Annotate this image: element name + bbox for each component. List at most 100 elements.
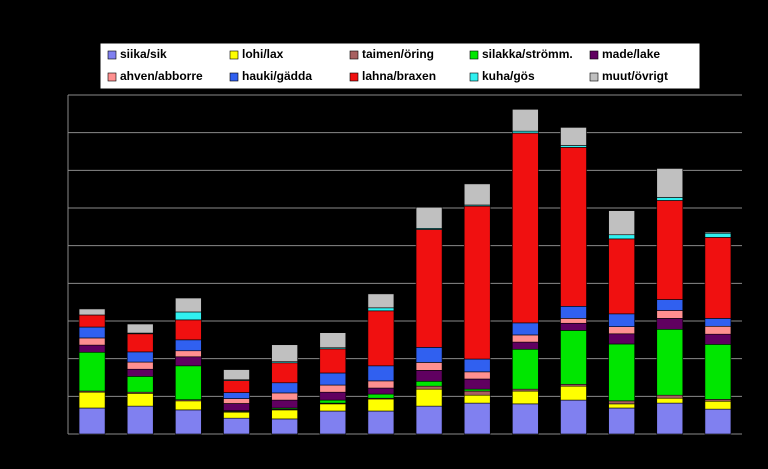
- bar-segment: [512, 334, 539, 343]
- bar-segment: [271, 392, 298, 401]
- bar-segment: [463, 183, 491, 206]
- bar-segment: [175, 297, 202, 313]
- legend-swatch: [107, 50, 117, 60]
- bar-segment: [78, 391, 106, 409]
- bar-segment: [126, 393, 154, 407]
- bar-segment: [415, 347, 443, 363]
- bar-segment: [512, 132, 539, 324]
- legend-label: muut/övrigt: [602, 69, 668, 83]
- bar-segment: [319, 403, 347, 412]
- bar-segment: [175, 339, 202, 352]
- legend-label: lahna/braxen: [362, 69, 436, 83]
- bar-segment: [560, 306, 587, 319]
- legend-label: lohi/lax: [242, 47, 284, 61]
- bar-segment: [608, 238, 635, 315]
- bar-segment: [512, 390, 539, 405]
- bar-segment: [463, 205, 491, 360]
- bar-segment: [704, 408, 732, 435]
- bar-segment: [704, 237, 732, 319]
- bar-segment: [656, 197, 684, 201]
- bar-segment: [319, 332, 347, 349]
- bar-segment: [175, 311, 202, 321]
- bar-segment: [271, 418, 298, 435]
- bar-segment: [367, 387, 395, 395]
- bar-segment: [367, 310, 395, 367]
- bar-segment: [78, 351, 106, 392]
- bar-segment: [415, 229, 443, 348]
- bar-segment: [560, 147, 587, 307]
- bar-segment: [271, 382, 298, 394]
- bar-segment: [367, 293, 395, 309]
- bar-segment: [608, 234, 635, 240]
- bar-segment: [415, 370, 443, 382]
- bar-segment: [512, 348, 539, 390]
- bar-segment: [608, 326, 635, 335]
- bar-segment: [126, 323, 154, 334]
- bar-segment: [560, 318, 587, 324]
- bar-segment: [704, 232, 732, 238]
- bar-segment: [560, 127, 587, 146]
- bar-segment: [560, 399, 587, 435]
- bar-segment: [126, 376, 154, 393]
- bar-segment: [608, 343, 635, 402]
- bar-segment: [656, 318, 684, 330]
- bar-segment: [367, 380, 395, 389]
- bar-segment: [319, 372, 347, 386]
- legend-label: kuha/gös: [482, 69, 535, 83]
- bar-segment: [704, 333, 732, 345]
- bar-segment: [319, 384, 347, 393]
- bar-segment: [704, 344, 732, 400]
- bar-segment: [704, 400, 732, 410]
- bar-segment: [608, 400, 635, 405]
- bar-segment: [512, 341, 539, 350]
- bar-segment: [560, 385, 587, 401]
- bar-segment: [319, 399, 347, 404]
- bar-segment: [78, 337, 106, 346]
- bar-segment: [656, 310, 684, 319]
- bar-segment: [463, 402, 491, 435]
- bar-segment: [78, 344, 106, 353]
- bar-segment: [512, 403, 539, 435]
- legend-label: hauki/gädda: [242, 69, 312, 83]
- bar-segment: [367, 393, 395, 399]
- bar-segment: [367, 365, 395, 382]
- bar-segment: [704, 318, 732, 327]
- bar-segment: [223, 392, 250, 399]
- bar-segment: [656, 200, 684, 300]
- bar-segment: [608, 407, 635, 435]
- bar-segment: [512, 109, 539, 132]
- bar-segment: [126, 333, 154, 353]
- bar-segment: [656, 397, 684, 404]
- bar-segment: [608, 210, 635, 236]
- bar-segment: [78, 407, 106, 435]
- bar-segment: [656, 394, 684, 399]
- bar-segment: [415, 362, 443, 371]
- bar-segment: [415, 206, 443, 229]
- bar-segment: [415, 405, 443, 435]
- legend-swatch: [107, 72, 117, 82]
- bar-segment: [126, 368, 154, 377]
- bar-segment: [223, 417, 250, 435]
- bar-segment: [271, 399, 298, 409]
- bar-segment: [319, 410, 347, 435]
- legend-swatch: [469, 72, 479, 82]
- bar-segment: [463, 390, 491, 396]
- bar-segment: [319, 391, 347, 401]
- bar-segment: [126, 405, 154, 435]
- bar-segment: [223, 403, 250, 411]
- bar-segment: [463, 371, 491, 380]
- bar-segment: [463, 394, 491, 404]
- bar-segment: [415, 380, 443, 387]
- bar-segment: [175, 400, 202, 411]
- bar-segment: [175, 319, 202, 341]
- bar-segment: [560, 322, 587, 331]
- bar-segment: [175, 350, 202, 358]
- bar-segment: [78, 314, 106, 328]
- legend-box: [99, 42, 701, 90]
- legend-label: silakka/strömm.: [482, 47, 573, 61]
- bar-segment: [126, 351, 154, 363]
- legend-label: ahven/abborre: [120, 69, 203, 83]
- bar-segment: [271, 344, 298, 362]
